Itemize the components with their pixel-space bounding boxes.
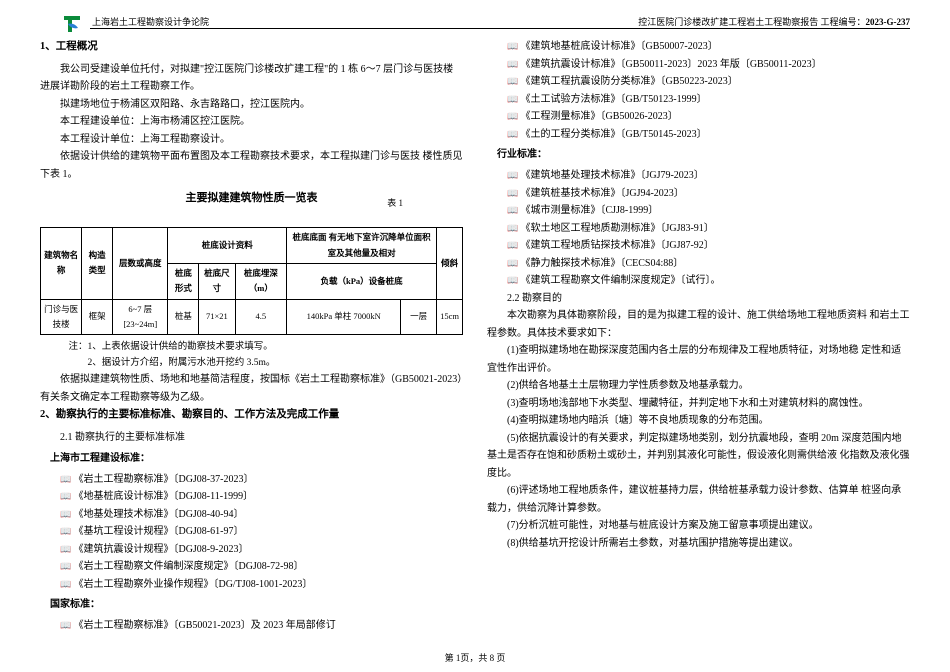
standard-item: 《建筑地基桩底设计标准》〔GB50007-2023〕: [487, 38, 910, 56]
table-number: 表 1: [40, 195, 463, 211]
table-row: 门诊与医技楼 框架 6~7 层[23~24m] 桩基 71×21 4.5 140…: [41, 299, 463, 335]
standard-item: 《基坑工程设计规程》〔DGJ08-61-97〕: [40, 523, 463, 541]
th: 构造类型: [82, 228, 113, 299]
standard-item: 《岩土工程勘察标准》〔DGJ08-37-2023〕: [40, 471, 463, 489]
para: 本工程设计单位：上海工程勘察设计。: [40, 131, 463, 149]
td: 15cm: [437, 299, 463, 335]
section-1-title: 1、工程概况: [40, 38, 463, 57]
requirement-item: (8)供给基坑开挖设计所需岩土参数，对基坑围护措施等提出建议。: [487, 535, 910, 553]
para: 拟建场地位于杨浦区双阳路、永吉路路口，控江医院内。: [40, 96, 463, 114]
requirement-item: (1)查明拟建场地在勘探深度范围内各土层的分布规律及工程地质特征，对场地稳 定性…: [487, 342, 910, 377]
td: 一层: [401, 299, 437, 335]
subsection-2-1: 2.1 勘察执行的主要标准标准: [40, 429, 463, 447]
td: 4.5: [235, 299, 287, 335]
requirement-item: (2)供给各地基土土层物理力学性质参数及地基承载力。: [487, 377, 910, 395]
para: 依据拟建建筑物性质、场地和地基简洁程度，按国标《岩土工程勘察标准》（GB5002…: [40, 371, 463, 406]
requirement-item: (5)依据抗震设计的有关要求，判定拟建场地类别，划分抗震地段，查明 20m 深度…: [487, 430, 910, 483]
td: 门诊与医技楼: [41, 299, 82, 335]
standard-item: 《岩土工程勘察外业操作规程》〔DG/TJ08-1001-2023〕: [40, 576, 463, 594]
section-2-title: 2、勘察执行的主要标准标准、勘察目的、工作方法及完成工作量: [40, 406, 463, 425]
para: 我公司受建设单位托付，对拟建"控江医院门诊楼改扩建工程"的 1 栋 6～7 层门…: [40, 61, 463, 96]
requirement-item: (7)分析沉桩可能性，对地基与桩底设计方案及施工留意事项提出建议。: [487, 517, 910, 535]
standard-item: 《建筑工程地质钻探技术标准》〔JGJ87-92〕: [487, 237, 910, 255]
standard-item: 《软土地区工程地质勘测标准》〔JGJ83-91〕: [487, 220, 910, 238]
standard-item: 《地基桩底设计标准》〔DGJ08-11-1999〕: [40, 488, 463, 506]
header-project: 控江医院门诊楼改扩建工程岩土工程勘察报告 工程编号：2023-G-237: [638, 15, 910, 28]
standard-item: 《建筑抗震设计标准》〔GB50011-2023〕2023 年版〔GB50011-…: [487, 56, 910, 74]
shanghai-standards-title: 上海市工程建设标准：: [40, 450, 463, 468]
subsection-2-2: 2.2 勘察目的: [487, 290, 910, 308]
standard-item: 《工程测量标准》〔GB50026-2023〕: [487, 108, 910, 126]
page-footer: 第 1页，共 8 页: [0, 651, 950, 664]
requirement-item: (6)评述场地工程地质条件，建议桩基持力层，供给桩基承载力设计参数、估算单 桩竖…: [487, 482, 910, 517]
standard-item: 《岩土工程勘察标准》〔GB50021-2023〕及 2023 年局部修订: [40, 617, 463, 635]
building-table: 建筑物名称 构造类型 层数或高度 桩底设计资料 桩底底面 有无地下室许沉降单位面…: [40, 227, 463, 335]
th: 桩底形式: [168, 263, 199, 299]
th: 层数或高度: [113, 228, 168, 299]
th: 桩底埋深（m）: [235, 263, 287, 299]
th: 倾斜: [437, 228, 463, 299]
standard-item: 《岩土工程勘察文件编制深度规定》〔DGJ08-72-98〕: [40, 558, 463, 576]
standard-item: 《建筑地基处理技术标准》〔JGJ79-2023〕: [487, 167, 910, 185]
requirement-item: (4)查明拟建场地内暗浜〔塘〕等不良地质现象的分布范围。: [487, 412, 910, 430]
standard-item: 《静力触探技术标准》〔CECS04:88〕: [487, 255, 910, 273]
th: 桩底设计资料: [168, 228, 287, 264]
standard-item: 《建筑抗震设计规程》〔DGJ08-9-2023〕: [40, 541, 463, 559]
td: 140kPa 单柱 7000kN: [287, 299, 401, 335]
td: 6~7 层[23~24m]: [113, 299, 168, 335]
standard-item: 《建筑工程抗震设防分类标准》〔GB50223-2023〕: [487, 73, 910, 91]
para: 本次勘察为具体勘察阶段，目的是为拟建工程的设计、施工供给场地工程地质资料 和岩土…: [487, 307, 910, 342]
standard-item: 《城市测量标准》〔CJJ8-1999〕: [487, 202, 910, 220]
standard-item: 《地基处理技术标准》〔DGJ08-40-94〕: [40, 506, 463, 524]
th: 桩底底面 有无地下室许沉降单位面积 室及其他量及相对: [287, 228, 437, 264]
requirement-item: (3)查明场地浅部地下水类型、埋藏特征，并判定地下水和土对建筑材料的腐蚀性。: [487, 395, 910, 413]
th: 负载（kPa）设备桩底: [287, 263, 437, 299]
header-company: 上海岩土工程勘察设计争论院: [92, 15, 209, 28]
table-note: 注：1、上表依据设计供给的勘察技术要求填写。: [40, 339, 463, 355]
td: 桩基: [168, 299, 199, 335]
company-logo: [60, 12, 84, 36]
page-body: 1、工程概况 我公司受建设单位托付，对拟建"控江医院门诊楼改扩建工程"的 1 栋…: [0, 0, 950, 672]
td: 71×21: [199, 299, 235, 335]
td: 框架: [82, 299, 113, 335]
table-note: 2、据设计方介绍，附属污水池开挖约 3.5m。: [40, 355, 463, 371]
th: 桩底尺寸: [199, 263, 235, 299]
national-standards-title: 国家标准：: [40, 596, 463, 614]
header-rule: [90, 28, 910, 29]
industry-standards-title: 行业标准：: [487, 146, 910, 164]
standard-item: 《土工试验方法标准》〔GB/T50123-1999〕: [487, 91, 910, 109]
para: 依据设计供给的建筑物平面布置图及本工程勘察技术要求，本工程拟建门诊与医技 楼性质…: [40, 148, 463, 183]
standard-item: 《土的工程分类标准》〔GB/T50145-2023〕: [487, 126, 910, 144]
standard-item: 《建筑桩基技术标准》〔JGJ94-2023〕: [487, 185, 910, 203]
left-column: 1、工程概况 我公司受建设单位托付，对拟建"控江医院门诊楼改扩建工程"的 1 栋…: [40, 10, 475, 652]
standard-item: 《建筑工程勘察文件编制深度规定》〔试行〕。: [487, 272, 910, 290]
para: 本工程建设单位：上海市杨浦区控江医院。: [40, 113, 463, 131]
right-column: 《建筑地基桩底设计标准》〔GB50007-2023〕《建筑抗震设计标准》〔GB5…: [475, 10, 910, 652]
th: 建筑物名称: [41, 228, 82, 299]
